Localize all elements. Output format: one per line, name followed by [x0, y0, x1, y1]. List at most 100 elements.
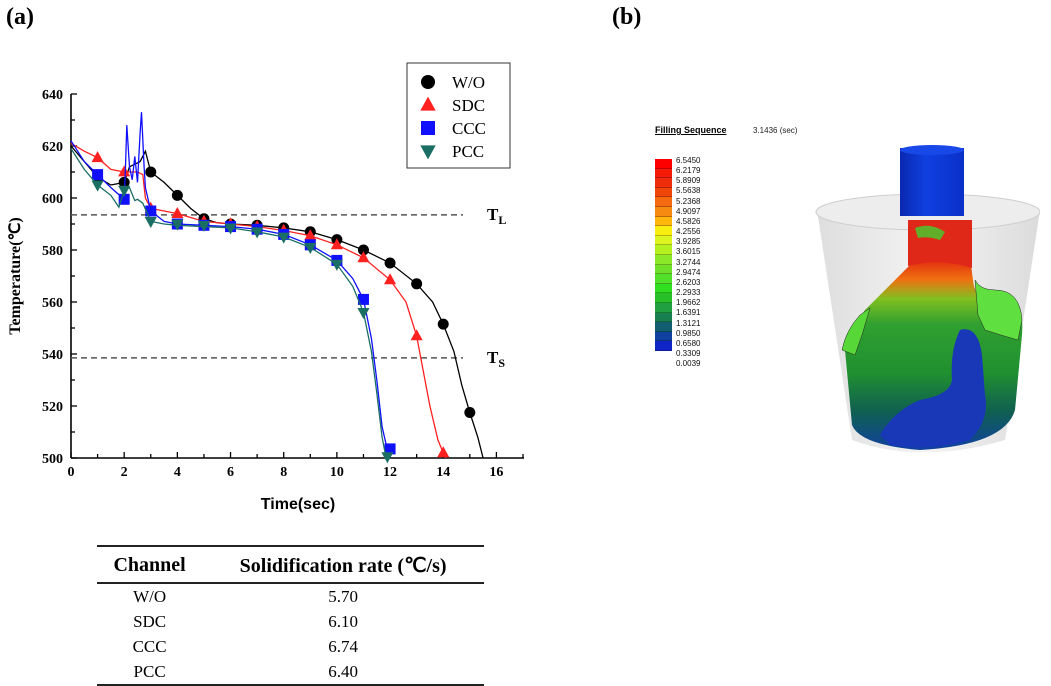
color-scale-swatch — [655, 341, 672, 351]
neck-highlight — [915, 225, 945, 240]
legend: W/O SDC CCC PCC — [406, 62, 511, 169]
color-scale-value: 4.5826 — [676, 216, 701, 226]
legend-label: PCC — [452, 142, 484, 161]
data-point — [171, 189, 183, 201]
reference-label-subscript: S — [498, 356, 505, 370]
x-axis-title: Time(sec) — [261, 496, 335, 513]
table-header-rate: Solidification rate (℃/s) — [202, 546, 484, 584]
color-scale-swatch — [655, 168, 672, 179]
series-wo — [70, 145, 484, 459]
y-tick-label: 640 — [42, 88, 63, 103]
table-row: W/O 5.70 — [97, 583, 484, 609]
cell-channel: SDC — [133, 611, 167, 631]
solidification-rate-table: Channel Solidification rate (℃/s) W/O 5.7… — [97, 545, 484, 686]
data-point — [197, 220, 210, 232]
green-side-right — [974, 279, 1023, 341]
data-point — [410, 329, 423, 341]
axes: 0 2 4 6 8 10 12 14 16 500 520 540 560 580 600 620 640 — [42, 88, 524, 480]
y-tick-label: 620 — [42, 140, 63, 155]
series-pcc — [70, 148, 394, 464]
x-tick-label: 2 — [121, 465, 128, 480]
pouring-cup — [900, 148, 964, 216]
panel-label-b: (b) — [612, 4, 642, 30]
reference-label-L: TL — [487, 205, 506, 227]
color-scale-swatch — [655, 216, 672, 227]
data-point — [357, 251, 370, 263]
color-scale-swatch — [655, 206, 672, 217]
data-point — [330, 238, 343, 250]
x-tick-label: 12 — [383, 465, 397, 480]
filling-time: 3.1436 (sec) — [753, 126, 798, 135]
color-scale-value: 4.2556 — [676, 227, 701, 237]
series-ccc — [70, 112, 396, 459]
data-point — [224, 223, 237, 235]
color-scale-value: 2.9474 — [676, 267, 701, 277]
legend-marker — [421, 75, 435, 89]
color-scale-value: 0.6580 — [676, 338, 701, 348]
data-point — [171, 219, 184, 231]
data-point — [330, 259, 343, 271]
x-tick-label: 6 — [227, 465, 234, 480]
x-tick-label: 16 — [489, 465, 503, 480]
data-point — [437, 318, 449, 330]
color-scale-value: 1.3121 — [676, 318, 701, 328]
color-scale-value: 2.6203 — [676, 277, 701, 287]
color-scale-value: 5.2368 — [676, 196, 701, 206]
data-point — [145, 205, 157, 217]
color-scale-swatch — [655, 264, 672, 275]
color-scale-swatch — [655, 283, 672, 294]
table-row: SDC 6.10 — [97, 609, 484, 634]
panel-label-a: (a) — [6, 4, 34, 30]
data-point — [304, 229, 317, 241]
series-group — [70, 112, 484, 464]
color-scale-swatch — [655, 322, 672, 332]
cell-channel: W/O — [133, 586, 167, 606]
color-scale-swatch — [655, 331, 672, 342]
data-point — [145, 166, 157, 178]
legend-marker — [421, 121, 435, 135]
data-point — [118, 193, 130, 205]
y-tick-label: 600 — [42, 192, 63, 207]
color-scale-swatch — [655, 187, 672, 198]
color-scale-value: 1.6391 — [676, 308, 701, 318]
data-point — [464, 407, 476, 418]
color-scale-value: 0.0039 — [676, 359, 701, 369]
pouring-cup-top — [900, 145, 964, 155]
y-tick-label: 500 — [42, 452, 63, 467]
legend-marker — [420, 145, 436, 160]
data-point — [437, 446, 450, 458]
cell-rate: 5.70 — [328, 586, 358, 606]
series-sdc — [70, 142, 450, 459]
y-axis-title: Temperature(℃) — [7, 217, 24, 335]
data-point — [357, 244, 369, 256]
color-scale-value: 5.8909 — [676, 176, 701, 186]
cell-channel: CCC — [132, 636, 167, 656]
color-scale-value: 0.9850 — [676, 328, 701, 338]
color-scale-swatch — [655, 226, 672, 236]
x-tick-label: 10 — [330, 465, 344, 480]
data-point — [304, 243, 317, 254]
color-scale-swatch — [655, 245, 672, 255]
color-scale-value: 6.5450 — [676, 156, 701, 165]
color-scale-value: 3.2744 — [676, 257, 701, 267]
data-point — [277, 232, 290, 244]
cell-rate: 6.74 — [328, 636, 358, 656]
y-tick-label: 580 — [42, 244, 63, 259]
table-row: PCC 6.40 — [97, 659, 484, 685]
data-point — [171, 207, 184, 218]
table-row: CCC 6.74 — [97, 634, 484, 659]
legend-label: SDC — [452, 96, 485, 115]
color-scale-labels: 6.5450 6.2179 5.8909 5.5638 5.2368 4.9097 4.58… — [676, 156, 700, 369]
filling-sequence-title: Filling Sequence — [655, 125, 727, 135]
data-point — [384, 443, 396, 455]
legend-marker — [420, 96, 436, 111]
color-scale-value: 5.5638 — [676, 186, 701, 196]
x-tick-label: 4 — [174, 465, 181, 480]
color-scale-value: 4.9097 — [676, 206, 701, 216]
data-point — [384, 273, 397, 285]
data-point — [118, 165, 131, 177]
cell-rate: 6.40 — [328, 661, 358, 681]
color-scale-swatch — [655, 312, 672, 323]
reference-label-subscript: L — [498, 213, 506, 227]
blue-region — [880, 329, 986, 448]
